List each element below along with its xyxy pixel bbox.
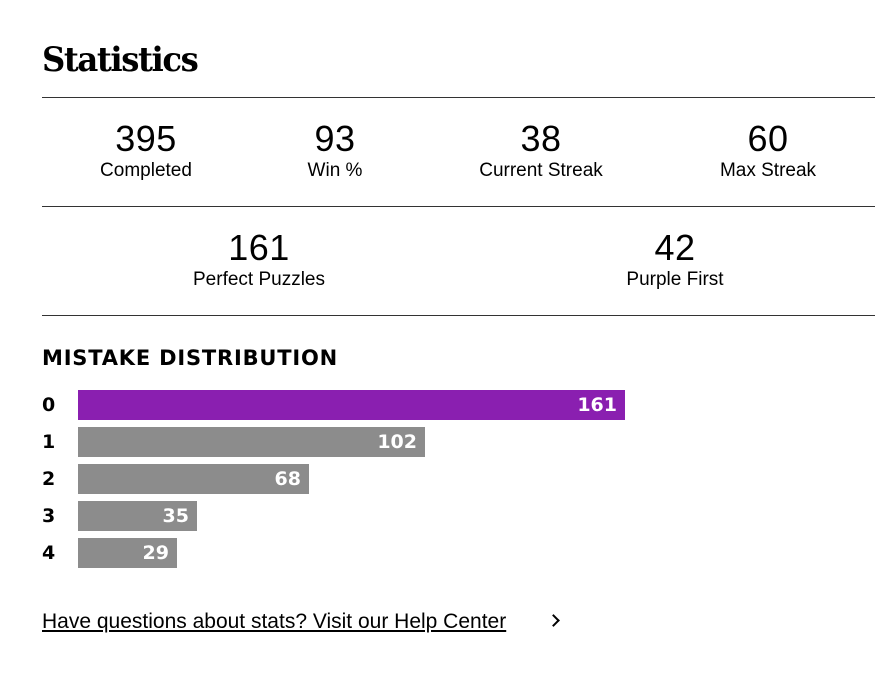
stat-label: Current Streak [479,160,603,181]
distribution-bar: 102 [78,427,425,457]
stat-current-streak: 38 Current Streak [461,119,621,183]
stat-max-streak: 60 Max Streak [700,119,836,183]
distribution-row: 4 29 [42,538,842,568]
stat-value: 38 [520,118,562,159]
mistake-count-label: 2 [42,468,56,490]
chevron-right-icon[interactable] [547,614,560,627]
stat-value: 60 [747,118,789,159]
stat-label: Max Streak [719,160,817,181]
mistake-count-label: 4 [42,542,56,564]
stat-purple-first: 42 Purple First [605,228,745,292]
stat-value: 161 [228,227,290,268]
mistake-count-label: 3 [42,505,56,527]
distribution-bar: 29 [78,538,177,568]
stat-completed: 395 Completed [86,119,206,183]
distribution-row: 2 68 [42,464,842,494]
divider [42,315,875,316]
stat-label: Completed [100,160,192,181]
page-title: Statistics [42,40,199,80]
stat-label: Win % [307,160,363,181]
mistake-count-label: 0 [42,394,56,416]
distribution-bar: 161 [78,390,625,420]
mistake-distribution-heading: MISTAKE DISTRIBUTION [42,346,339,370]
help-center-link[interactable]: Have questions about stats? Visit our He… [42,610,507,633]
mistake-distribution-chart: 0 161 1 102 2 68 3 35 4 29 [42,390,842,575]
divider [42,206,875,207]
stat-perfect-puzzles: 161 Perfect Puzzles [179,228,339,292]
mistake-count-label: 1 [42,431,56,453]
divider [42,97,875,98]
stat-win-percent: 93 Win % [275,119,395,183]
distribution-bar: 35 [78,501,197,531]
distribution-bar-value: 161 [577,394,617,416]
distribution-row: 0 161 [42,390,842,420]
stat-value: 395 [115,118,177,159]
distribution-bar: 68 [78,464,309,494]
stat-value: 42 [654,227,696,268]
stat-value: 93 [314,118,356,159]
distribution-bar-value: 102 [377,431,417,453]
distribution-bar-value: 35 [162,505,189,527]
distribution-row: 1 102 [42,427,842,457]
distribution-bar-value: 29 [142,542,169,564]
stat-label: Perfect Puzzles [193,269,325,290]
distribution-bar-value: 68 [274,468,301,490]
stat-label: Purple First [626,269,724,290]
distribution-row: 3 35 [42,501,842,531]
